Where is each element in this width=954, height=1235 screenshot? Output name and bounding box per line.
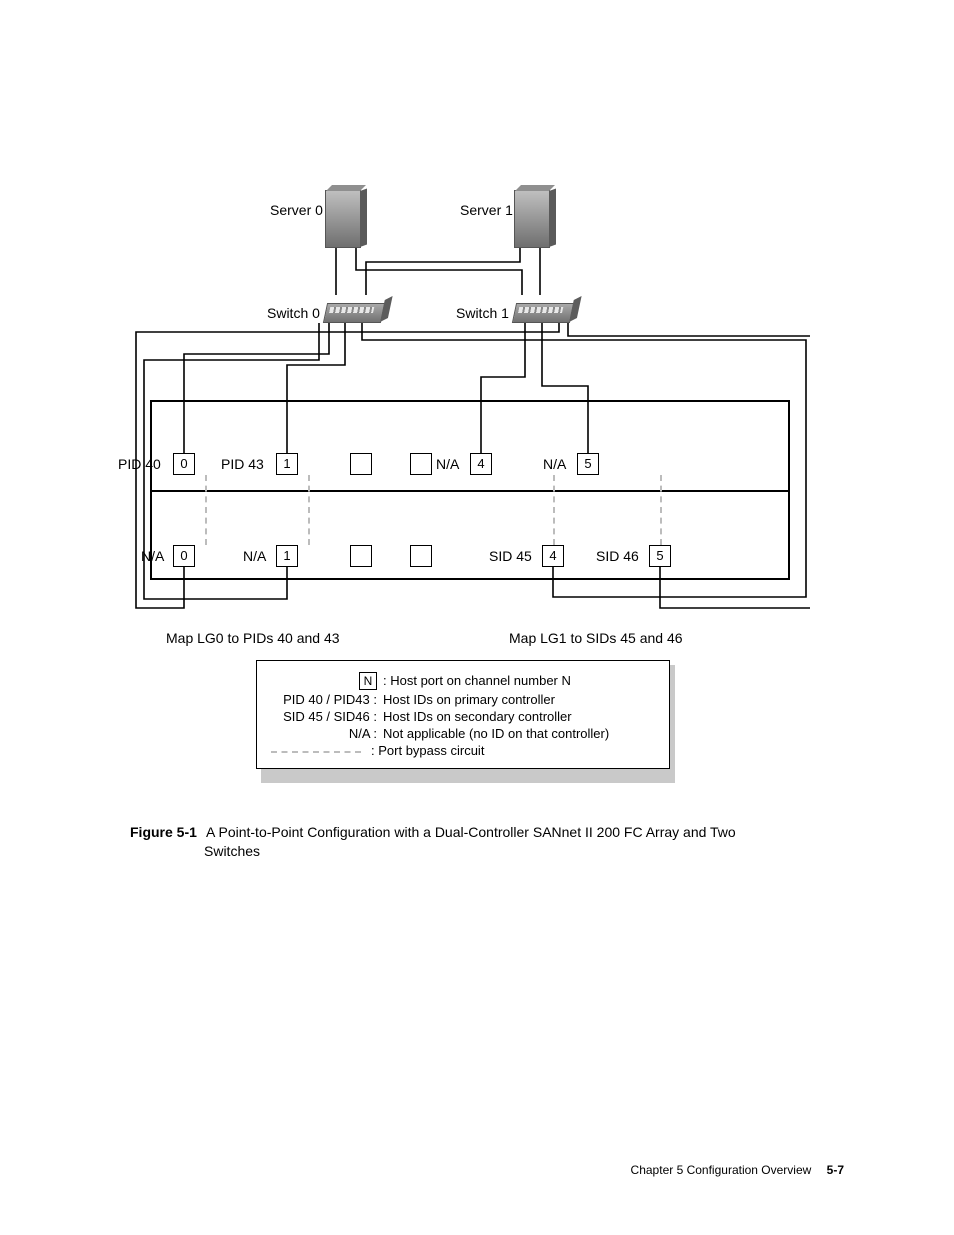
port-bypass-line [308,475,310,545]
switch-1-icon [512,303,574,323]
legend-text: Not applicable (no ID on that controller… [383,726,609,741]
legend-row: N : Host port on channel number N [271,673,655,690]
figure-caption: Figure 5-1 A Point-to-Point Configuratio… [130,823,850,861]
host-port: 0 [173,453,195,475]
port-label: PID 43 [221,456,264,472]
legend-row: N/A : Not applicable (no ID on that cont… [271,726,655,741]
server-1-icon [514,190,550,248]
controller-divider [150,490,790,492]
host-port: 4 [470,453,492,475]
port-bypass-line [553,475,555,545]
port-label: SID 45 [489,548,532,564]
host-port-blank [410,453,432,475]
page-footer: Chapter 5 Configuration Overview 5-7 [631,1163,844,1177]
figure-text: A Point-to-Point Configuration with a Du… [206,824,736,840]
legend-dash-icon [271,751,361,753]
host-port-blank [410,545,432,567]
server-1-label: Server 1 [460,202,513,218]
legend-port-icon: N [359,672,377,690]
port-label: N/A [436,456,459,472]
port-label: N/A [141,548,164,564]
host-port: 5 [577,453,599,475]
footer-page-number: 5-7 [827,1163,844,1177]
host-port-blank [350,453,372,475]
legend-text: Host IDs on primary controller [383,692,555,707]
legend-text: Host IDs on secondary controller [383,709,572,724]
port-bypass-line [660,475,662,545]
figure-tag: Figure 5-1 [130,824,197,840]
port-label: N/A [543,456,566,472]
host-port: 4 [542,545,564,567]
port-bypass-line [205,475,207,545]
footer-chapter: Chapter 5 Configuration Overview [631,1163,812,1177]
legend-row: : Port bypass circuit [271,743,655,758]
topology-diagram: Server 0 Server 1 Switch 0 Switch 1 PID … [130,140,810,800]
server-0-icon [325,190,361,248]
legend-box: N : Host port on channel number N PID 40… [256,660,670,769]
port-label: PID 40 [118,456,161,472]
legend-text: Host port on channel number N [390,673,571,688]
legend-row: SID 45 / SID46 : Host IDs on secondary c… [271,709,655,724]
legend-text: Port bypass circuit [378,743,484,758]
switch-0-icon [323,303,385,323]
mapping-note: Map LG1 to SIDs 45 and 46 [509,630,683,646]
switch-0-label: Switch 0 [267,305,320,321]
server-0-label: Server 0 [270,202,323,218]
host-port: 1 [276,453,298,475]
legend-row: PID 40 / PID43 : Host IDs on primary con… [271,692,655,707]
host-port: 0 [173,545,195,567]
host-port: 1 [276,545,298,567]
switch-1-label: Switch 1 [456,305,509,321]
figure-text-2: Switches [204,842,850,861]
port-label: N/A [243,548,266,564]
port-label: SID 46 [596,548,639,564]
mapping-note: Map LG0 to PIDs 40 and 43 [166,630,340,646]
host-port: 5 [649,545,671,567]
host-port-blank [350,545,372,567]
